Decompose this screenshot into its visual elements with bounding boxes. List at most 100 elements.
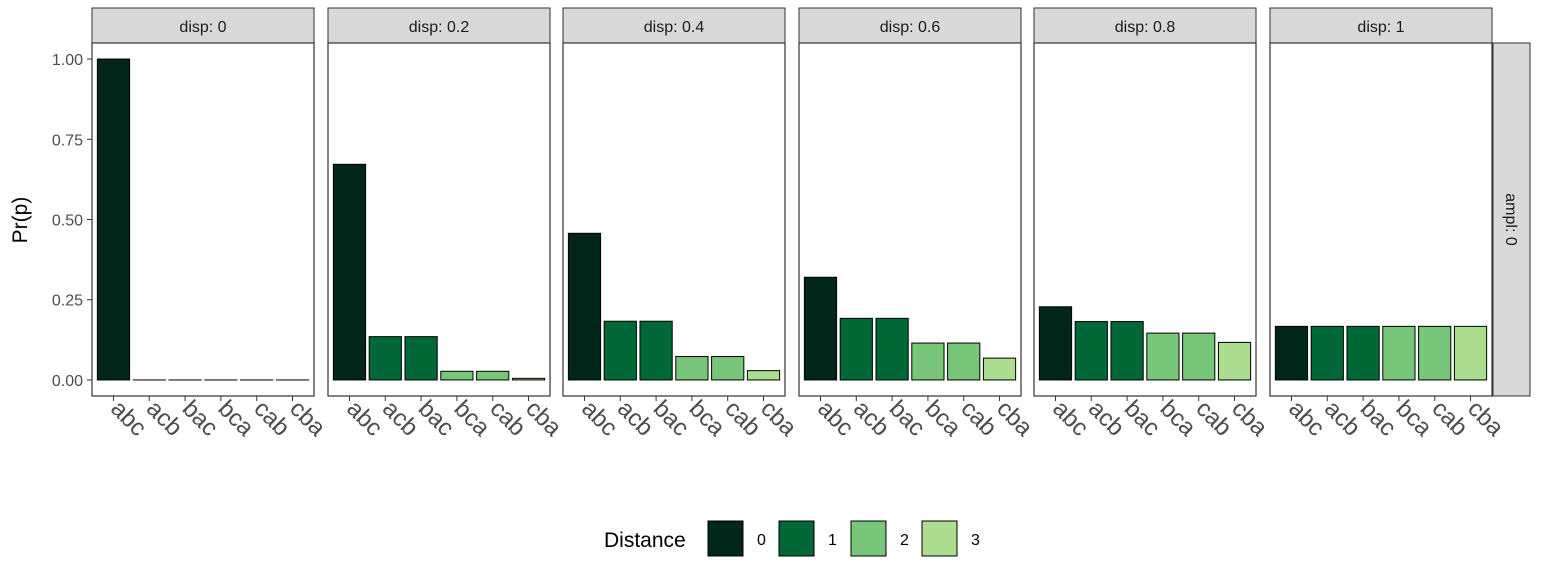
x-tick-label: abc	[341, 395, 387, 441]
bar	[440, 370, 474, 381]
facet-strip	[798, 7, 1022, 44]
y-tick-label: 0.50	[52, 213, 83, 230]
bar	[1110, 321, 1144, 381]
bar	[839, 317, 873, 381]
facet-strip	[562, 7, 786, 44]
x-tick-label: bac	[1119, 395, 1165, 441]
x-tick-label: bac	[884, 395, 930, 441]
legend-key	[778, 520, 815, 557]
x-tick-label: acb	[848, 395, 894, 441]
x-tick-label: bac	[413, 395, 459, 441]
x-tick-label: bca	[920, 395, 967, 442]
y-tick-label: 1.00	[52, 52, 83, 69]
panel-border	[562, 42, 786, 397]
x-tick-label: bac	[177, 395, 223, 441]
x-tick-label: cba	[520, 395, 567, 442]
y-axis-title: Pr(p)	[9, 197, 32, 244]
bar	[603, 320, 637, 381]
facet-strip	[91, 7, 315, 44]
bar	[1182, 332, 1216, 381]
y-tick-label: 0.75	[52, 132, 83, 149]
legend-label: 0	[757, 532, 766, 549]
legend-label: 1	[828, 532, 837, 549]
bar	[1217, 341, 1252, 381]
bar	[911, 342, 945, 381]
bar	[982, 357, 1017, 381]
bar	[1146, 332, 1180, 381]
panel-border	[1033, 42, 1257, 397]
y-tick-label: 0.25	[52, 293, 83, 310]
x-tick-label: cba	[1462, 395, 1509, 442]
x-tick-label: acb	[612, 395, 658, 441]
facet-strip-label: disp: 0	[179, 19, 226, 36]
x-tick-label: cab	[248, 395, 294, 441]
x-tick-label: bca	[213, 395, 260, 442]
bar	[511, 377, 546, 381]
x-tick-label: abc	[812, 395, 858, 441]
x-tick-label: cab	[719, 395, 765, 441]
facet-strip	[327, 7, 551, 44]
bar	[746, 370, 781, 381]
x-tick-label: bca	[449, 395, 496, 442]
bar	[567, 232, 602, 381]
bar	[947, 342, 981, 381]
bar	[803, 276, 838, 381]
x-tick-label: acb	[377, 395, 423, 441]
x-tick-label: bca	[1391, 395, 1438, 442]
panel-border	[327, 42, 551, 397]
bar	[332, 163, 367, 381]
bar	[1310, 325, 1344, 381]
facet-strip	[1033, 7, 1257, 44]
bar	[96, 58, 131, 381]
facet-strip-label: disp: 0.6	[880, 19, 941, 36]
x-tick-label: abc	[576, 395, 622, 441]
x-tick-label: cba	[284, 395, 331, 442]
x-tick-label: bac	[648, 395, 694, 441]
bar	[639, 320, 673, 381]
x-tick-label: cab	[955, 395, 1001, 441]
x-tick-label: cab	[1190, 395, 1236, 441]
facet-strip-label: disp: 1	[1357, 19, 1404, 36]
bar	[1274, 325, 1309, 381]
legend-label: 2	[900, 532, 909, 549]
x-tick-label: abc	[1047, 395, 1093, 441]
x-tick-label: abc	[1283, 395, 1329, 441]
y-tick-label: 0.00	[52, 373, 83, 390]
panel-border	[798, 42, 1022, 397]
bar	[675, 356, 709, 381]
bar	[1382, 325, 1416, 381]
x-tick-label: acb	[1319, 395, 1365, 441]
bar	[1074, 321, 1108, 381]
x-tick-label: acb	[1083, 395, 1129, 441]
x-tick-label: bca	[684, 395, 731, 442]
row-strip	[1492, 42, 1531, 397]
facet-strip-label: disp: 0.2	[409, 19, 470, 36]
legend-label: 3	[971, 532, 980, 549]
legend-key	[921, 520, 958, 557]
x-tick-label: cab	[1426, 395, 1472, 441]
facet-strip-label: disp: 0.8	[1115, 19, 1176, 36]
facet-strip-label: disp: 0.4	[644, 19, 705, 36]
panel-border	[1269, 42, 1493, 397]
x-tick-label: cba	[991, 395, 1038, 442]
bar	[476, 370, 510, 381]
legend-key	[850, 520, 887, 557]
bar	[1346, 325, 1380, 381]
bar	[368, 336, 402, 381]
bar	[1418, 325, 1452, 381]
bar	[1453, 325, 1488, 381]
row-strip-label: ampl: 0	[1502, 193, 1519, 246]
bar	[875, 317, 909, 381]
x-tick-label: bac	[1355, 395, 1401, 441]
x-tick-label: bca	[1155, 395, 1202, 442]
panel-border	[91, 42, 315, 397]
x-tick-label: cba	[1226, 395, 1273, 442]
x-tick-label: acb	[141, 395, 187, 441]
legend-key	[707, 520, 744, 557]
